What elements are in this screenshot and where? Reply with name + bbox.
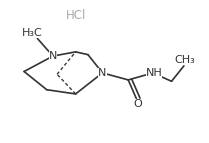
Text: HCl: HCl [65, 9, 86, 22]
Text: NH: NH [146, 68, 162, 78]
Text: H₃C: H₃C [22, 28, 43, 38]
Text: CH₃: CH₃ [175, 55, 195, 65]
Text: N: N [49, 51, 57, 61]
Text: O: O [134, 99, 143, 109]
Text: N: N [98, 68, 107, 78]
